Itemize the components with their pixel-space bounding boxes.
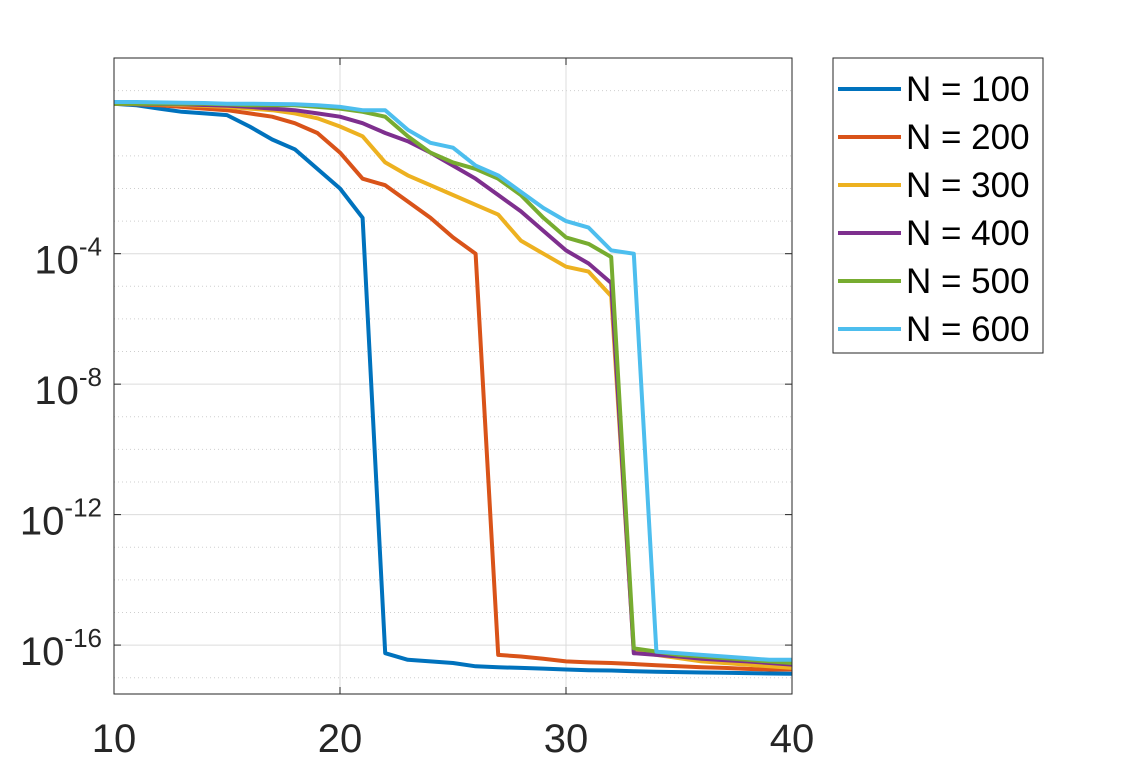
legend-box (832, 57, 1044, 354)
legend-label: N = 500 (906, 262, 1030, 301)
plot-area (114, 58, 792, 694)
legend-label: N = 300 (906, 166, 1030, 205)
legend-label: N = 400 (906, 214, 1030, 253)
legend-label: N = 600 (906, 310, 1030, 349)
series-line-1 (114, 101, 792, 676)
series-line-6 (114, 100, 792, 662)
y-tick-label: 10-12 (20, 493, 102, 544)
y-tick-label: 10-4 (34, 232, 102, 283)
axis-ticks: 10 20 30 40 10-4 10-8 10-12 10-16 (20, 58, 814, 761)
x-tick-label: 40 (770, 717, 815, 761)
series-layer (114, 100, 792, 676)
x-tick-label: 10 (92, 717, 137, 761)
x-tick-label: 30 (544, 717, 589, 761)
y-tick-label: 10-16 (20, 623, 102, 674)
plot-frame (113, 57, 793, 695)
legend-label: N = 200 (906, 118, 1030, 157)
x-tick-label: 20 (318, 717, 363, 761)
series-line-2 (114, 101, 792, 672)
legend: N = 100 N = 200 N = 300 N = 400 N = 500 N = 6… (832, 57, 1044, 354)
y-tick-label: 10-8 (34, 362, 102, 413)
legend-label: N = 100 (906, 70, 1030, 109)
